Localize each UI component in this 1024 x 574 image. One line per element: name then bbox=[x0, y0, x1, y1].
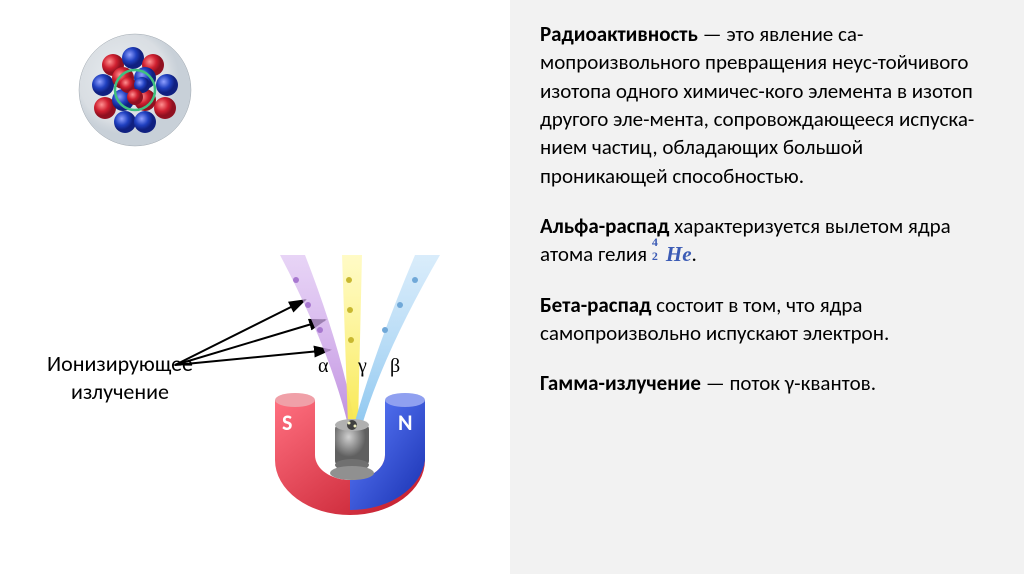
definition-paragraph: Радиоактивность — это явление са-мопроиз… bbox=[540, 20, 984, 190]
gamma-term: Гамма-излучение bbox=[540, 370, 701, 396]
beta-paragraph: Бета-распад состоит в том, что ядра само… bbox=[540, 291, 984, 348]
beta-label: β bbox=[390, 355, 400, 377]
caption-line2: излучение bbox=[71, 378, 169, 405]
magnet-n-label: N bbox=[398, 409, 413, 436]
gamma-text: — поток γ-квантов. bbox=[701, 370, 876, 396]
radioactivity-term: Радиоактивность bbox=[540, 21, 698, 47]
alpha-paragraph: Альфа-распад характеризуется вылетом ядр… bbox=[540, 212, 984, 269]
beta-term: Бета-распад bbox=[540, 292, 651, 318]
alpha-label: α bbox=[318, 355, 329, 377]
magnet-s-label: S bbox=[282, 409, 292, 436]
gamma-label: γ bbox=[357, 355, 367, 377]
alpha-term: Альфа-распад bbox=[540, 213, 669, 239]
helium-symbol: 42He bbox=[652, 240, 692, 268]
gamma-paragraph: Гамма-излучение — поток γ-квантов. bbox=[540, 369, 984, 397]
left-panel: Ионизирующее излучение bbox=[0, 0, 510, 574]
nucleus-diagram bbox=[75, 30, 195, 150]
magnet-radiation-diagram: α γ β S N bbox=[220, 250, 480, 520]
right-panel: Радиоактивность — это явление са-мопроиз… bbox=[510, 0, 1024, 574]
